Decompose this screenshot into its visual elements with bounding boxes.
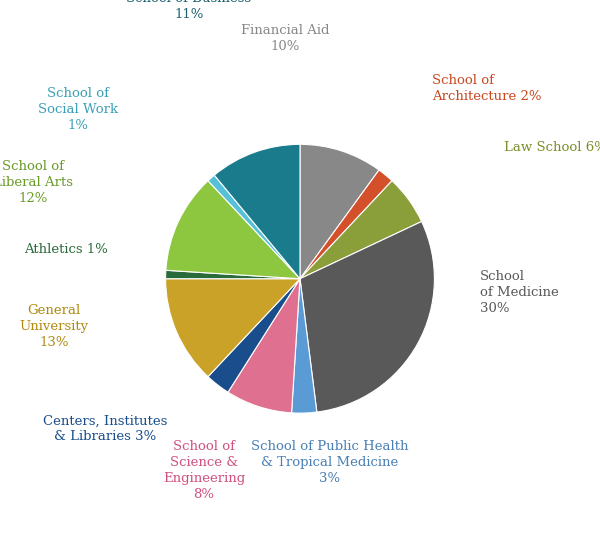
Text: Law School 6%: Law School 6%: [504, 141, 600, 154]
Wedge shape: [166, 270, 300, 279]
Wedge shape: [300, 221, 434, 412]
Text: School of
Social Work
1%: School of Social Work 1%: [38, 87, 118, 132]
Text: School of
Liberal Arts
12%: School of Liberal Arts 12%: [0, 160, 73, 205]
Wedge shape: [300, 144, 379, 279]
Text: School of
Science &
Engineering
8%: School of Science & Engineering 8%: [163, 440, 245, 501]
Wedge shape: [208, 175, 300, 279]
Wedge shape: [292, 279, 317, 413]
Text: General
University
13%: General University 13%: [19, 304, 89, 349]
Wedge shape: [166, 181, 300, 279]
Wedge shape: [166, 279, 300, 377]
Text: A. B. Freeman
School of Business
11%: A. B. Freeman School of Business 11%: [127, 0, 251, 21]
Text: Financial Aid
10%: Financial Aid 10%: [241, 24, 329, 53]
Wedge shape: [300, 181, 422, 279]
Text: School of
Architecture 2%: School of Architecture 2%: [432, 74, 542, 103]
Wedge shape: [208, 279, 300, 392]
Text: Athletics 1%: Athletics 1%: [24, 243, 108, 256]
Text: Centers, Institutes
& Libraries 3%: Centers, Institutes & Libraries 3%: [43, 414, 167, 443]
Text: School of Public Health
& Tropical Medicine
3%: School of Public Health & Tropical Medic…: [251, 440, 409, 485]
Text: School
of Medicine
30%: School of Medicine 30%: [480, 270, 559, 315]
Wedge shape: [300, 170, 392, 279]
Wedge shape: [228, 279, 300, 413]
Wedge shape: [214, 144, 300, 279]
